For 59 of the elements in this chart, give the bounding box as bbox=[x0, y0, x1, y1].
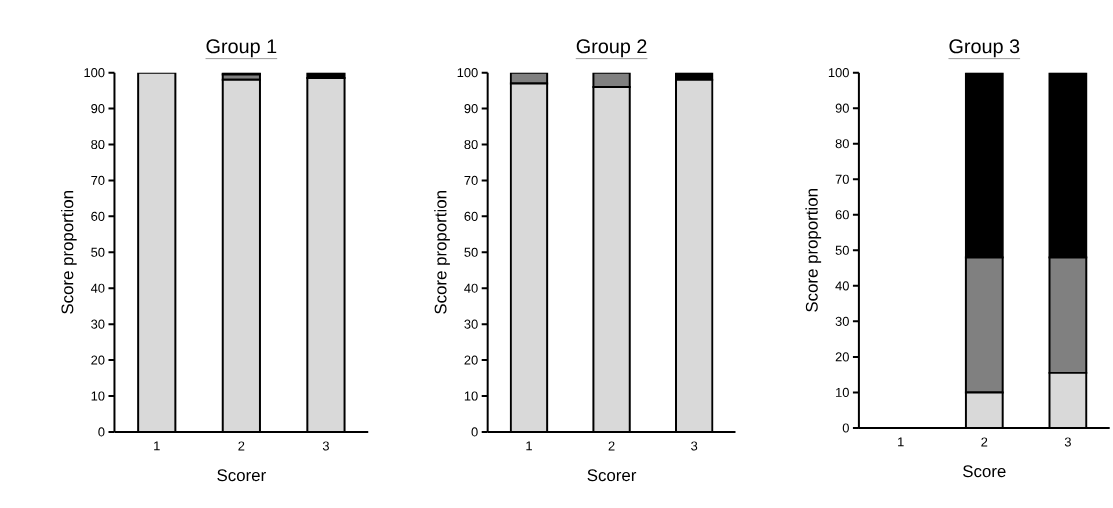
y-tick-label: 40 bbox=[90, 283, 105, 293]
y-tick-label: 10 bbox=[836, 388, 849, 398]
y-axis-title: Score proportion bbox=[434, 191, 450, 315]
y-tick-label: 40 bbox=[835, 281, 849, 291]
bar bbox=[1048, 372, 1088, 429]
y-tick-label: 100 bbox=[457, 68, 478, 78]
y-tick-label: 30 bbox=[91, 319, 105, 329]
x-tick-label: 1 bbox=[154, 441, 160, 451]
chart-title: Group 3 bbox=[949, 39, 1020, 58]
x-tick-label: 1 bbox=[898, 437, 904, 447]
x-tick-label: 3 bbox=[1064, 437, 1071, 447]
y-tick-label: 60 bbox=[91, 212, 105, 222]
chart-title: Group 2 bbox=[576, 39, 647, 58]
chart-title: Group 1 bbox=[206, 39, 277, 58]
bar bbox=[510, 83, 548, 433]
x-axis-title: Scorer bbox=[217, 469, 266, 482]
y-tick-label: 0 bbox=[98, 427, 105, 437]
y-tick-label: 80 bbox=[91, 140, 105, 150]
y-axis-title: Score proportion bbox=[805, 189, 822, 313]
y-tick-label: 50 bbox=[464, 247, 478, 258]
y-tick-label: 20 bbox=[91, 355, 105, 365]
bar bbox=[675, 79, 714, 433]
x-tick-label: 2 bbox=[238, 441, 245, 451]
x-tick-label: 3 bbox=[691, 441, 698, 451]
y-tick-label: 10 bbox=[91, 391, 105, 401]
bar bbox=[306, 77, 346, 433]
y-tick-label: 50 bbox=[91, 247, 105, 258]
y-tick-label: 60 bbox=[464, 212, 478, 222]
y-tick-label: 0 bbox=[842, 423, 849, 433]
y-tick-label: 80 bbox=[464, 140, 478, 150]
y-tick-label: 20 bbox=[835, 352, 849, 362]
x-axis-title: Scorer bbox=[587, 469, 637, 482]
x-axis-title: Score bbox=[963, 465, 1006, 478]
y-tick-label: 30 bbox=[464, 319, 478, 329]
y-tick-label: 100 bbox=[84, 68, 105, 78]
bar bbox=[222, 80, 260, 433]
x-tick-label: 2 bbox=[981, 437, 988, 447]
x-tick-label: 1 bbox=[526, 441, 532, 451]
y-tick-label: 0 bbox=[471, 427, 478, 437]
x-tick-label: 2 bbox=[608, 441, 615, 451]
y-tick-label: 50 bbox=[835, 245, 849, 256]
y-tick-label: 10 bbox=[464, 391, 478, 401]
y-tick-label: 80 bbox=[835, 139, 849, 149]
y-tick-label: 30 bbox=[835, 317, 849, 327]
y-axis-title: Score proportion bbox=[60, 191, 77, 315]
y-tick-label: 70 bbox=[464, 176, 478, 186]
y-tick-label: 90 bbox=[835, 103, 849, 113]
y-tick-label: 70 bbox=[91, 176, 105, 186]
bar bbox=[965, 392, 1003, 429]
y-tick-label: 90 bbox=[464, 104, 478, 114]
y-tick-label: 40 bbox=[464, 283, 478, 293]
y-tick-label: 100 bbox=[828, 68, 849, 78]
y-tick-label: 70 bbox=[835, 174, 849, 185]
y-tick-label: 20 bbox=[464, 355, 478, 365]
bar bbox=[138, 72, 176, 433]
bar bbox=[593, 87, 630, 433]
x-tick-label: 3 bbox=[322, 441, 329, 451]
y-tick-label: 90 bbox=[91, 104, 105, 114]
y-tick-label: 60 bbox=[835, 210, 849, 220]
